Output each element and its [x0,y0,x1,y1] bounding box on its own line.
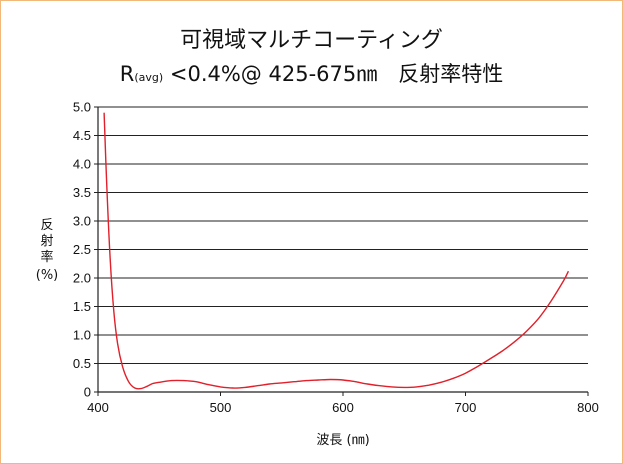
y-tick-label: 2.0 [73,271,91,286]
subtitle-main: <0.4%@ 425-675 [163,62,357,86]
x-axis-label: 波長 (㎚) [316,433,369,448]
y-label-char: 射 [40,233,53,249]
y-tick-label: 3.5 [73,185,91,200]
x-tick-label: 800 [577,400,599,415]
x-axis-ticks: 400 500 600 700 800 [87,392,599,415]
chart-title: 可視域マルチコーティング [180,28,443,53]
y-label-char: 率 [40,249,53,265]
y-tick-label: 0.5 [73,356,91,371]
chart-subtitle: R(avg) <0.4%@ 425-675㎚ 反射率特性 [0,58,623,88]
series-group [103,112,570,390]
x-tick-label: 500 [210,400,232,415]
reflectance-curve [103,112,570,390]
x-tick-label: 600 [332,400,354,415]
y-tick-label: 2.5 [73,242,91,257]
y-tick-label: 3.0 [73,214,91,229]
y-axis-label: 反射率 (%) [36,218,59,283]
subtitle-r: R [119,62,135,86]
y-tick-label: 1.5 [73,299,91,314]
y-label-unit: (%) [36,268,59,283]
y-axis-ticks: 0 0.5 1.0 1.5 2.0 2.5 3.0 3.5 4.0 4.5 5.0 [73,100,98,400]
y-label-char: 反 [40,218,53,233]
x-tick-label: 700 [455,400,477,415]
y-tick-label: 5.0 [73,100,91,115]
grid-lines [98,106,588,364]
subtitle-suffix: 反射率特性 [377,62,504,86]
y-tick-label: 4.0 [73,157,91,172]
subtitle-unit: ㎚ [356,62,378,86]
x-tick-label: 400 [87,400,109,415]
y-tick-label: 0 [84,385,91,400]
subtitle-avg: (avg) [134,71,164,84]
y-tick-label: 4.5 [73,128,91,143]
y-tick-label: 1.0 [73,328,91,343]
